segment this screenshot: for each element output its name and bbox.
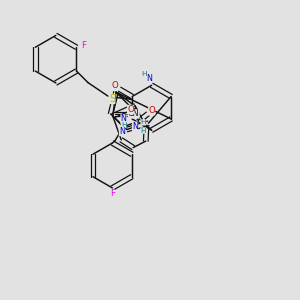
Text: F: F [110,189,115,198]
Text: H: H [141,128,146,134]
Text: O: O [148,106,155,115]
Text: O: O [127,105,134,114]
Text: N: N [121,115,127,124]
Text: F: F [81,41,86,50]
Text: N: N [132,122,138,131]
Text: H: H [121,122,126,128]
Text: H: H [141,119,146,125]
Text: N: N [147,74,153,82]
Text: O: O [112,81,118,90]
Text: S: S [109,94,115,104]
Text: CN: CN [128,110,140,118]
Text: N: N [119,127,125,136]
Text: H: H [142,71,147,77]
